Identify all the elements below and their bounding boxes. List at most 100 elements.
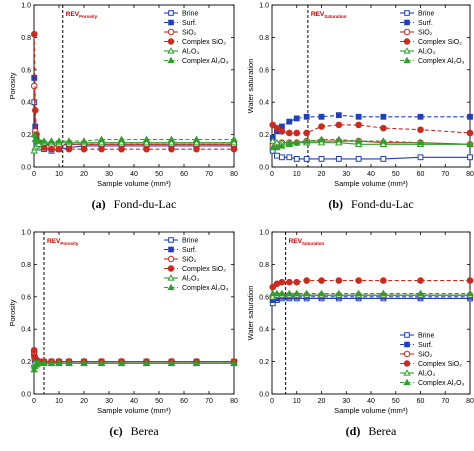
legend-label: Al₂O₃ [418,371,435,378]
series-complex-sio- [269,121,474,137]
data-point [273,289,281,297]
data-point [167,138,176,146]
plot-frame [33,231,235,395]
data-point [279,154,285,161]
data-point [40,144,48,151]
x-tick-label: 0 [270,171,274,178]
data-point [97,359,106,366]
data-point [168,145,175,153]
x-tick-label: 20 [318,171,326,178]
rev-label: REVPorosity [47,238,79,246]
data-point [192,359,201,366]
data-point [40,137,48,144]
series-line [33,85,234,147]
legend-marker [403,38,411,45]
x-tick-label: 0 [32,171,36,178]
data-point [417,113,424,120]
legend: Brine Surf. SiO₂ Complex SiO₂ Al₂O₃ Complex A… [400,10,465,65]
chart-panel-1: 0 10 20 30 40 50 60 70 80 0.0 0.2 0.4 0.6 0.8 1.0 Sampl… [8,3,238,212]
data-point [380,124,387,132]
series-line [272,114,470,139]
series-line [33,102,234,152]
x-axis-label: Sample volume (mm³) [334,179,408,188]
data-point [285,289,294,297]
data-point [318,277,325,284]
data-point [269,143,277,151]
data-point [335,135,343,143]
data-point [293,129,301,137]
panel-caption: (a) Fond-du-Lac [92,197,177,211]
data-point [285,140,294,147]
data-point [286,278,293,286]
data-point [379,289,388,297]
data-point [142,135,151,143]
y-axis-label: Water saturation [246,59,255,114]
legend-marker [168,10,174,16]
series-line [272,280,470,288]
x-tick-label: 40 [367,171,375,178]
data-point [380,277,387,284]
legend-marker [403,369,411,376]
data-point [355,277,362,284]
data-point [286,129,293,137]
y-tick-label: 1.0 [259,3,269,10]
legend-label: Surf. [418,20,433,27]
series-complex-al-o- [269,135,474,151]
data-point [335,112,342,119]
y-tick-label: 0.6 [259,67,269,74]
x-tick-label: 30 [105,171,113,178]
data-point [65,359,73,366]
data-point [293,289,301,297]
data-point [354,137,363,144]
x-tick-label: 60 [180,398,188,405]
data-point [380,156,387,162]
data-point [118,145,125,153]
series-complex-al-o- [30,130,238,144]
data-point [192,135,201,143]
series-line [272,124,471,134]
x-axis-label: Sample volume (mm³) [97,406,171,415]
x-tick-label: 40 [130,398,138,405]
x-tick-label: 30 [105,398,113,405]
legend-marker [167,274,175,281]
data-point [466,277,474,284]
data-point [355,156,362,162]
x-tick-label: 10 [293,398,301,405]
legend-label: Complex SiO₂ [182,39,226,46]
legend-marker [167,255,175,263]
y-tick-label: 0.2 [21,359,31,366]
chart-panel-3: 0 10 20 30 40 50 60 70 80 0.0 0.2 0.4 0.6 0.8 1.0 Sampl… [8,230,238,439]
legend-marker [167,38,175,45]
x-tick-label: 50 [392,171,400,178]
data-point [317,138,326,146]
data-point [80,359,88,366]
data-point [193,145,200,153]
legend-marker [404,19,410,26]
x-tick-label: 10 [55,398,63,405]
data-point [65,137,73,144]
data-point [354,289,363,297]
data-point [293,138,301,146]
data-point [30,365,38,373]
y-axis-label: Water saturation [246,286,255,341]
data-point [466,129,474,137]
data-point [40,359,48,366]
legend-label: Brine [418,333,434,340]
x-tick-label: 60 [417,171,425,178]
data-point [97,138,106,146]
chart-panel-4: 0 10 20 30 40 50 60 70 80 0.0 0.2 0.4 0.6 0.8 1.0 Sampl… [246,230,474,439]
series-line [33,77,234,145]
data-point [354,140,363,147]
x-axis-label: Sample volume (mm³) [334,406,408,415]
legend-label: Al₂O₃ [418,49,435,56]
data-point [417,277,424,284]
y-tick-label: 0.8 [21,35,31,42]
x-tick-label: 40 [367,398,375,405]
x-tick-label: 30 [342,171,350,178]
data-point [303,277,310,284]
data-point [355,113,362,120]
y-tick-label: 0.6 [21,294,31,301]
data-point [417,154,424,161]
data-point [35,359,43,366]
